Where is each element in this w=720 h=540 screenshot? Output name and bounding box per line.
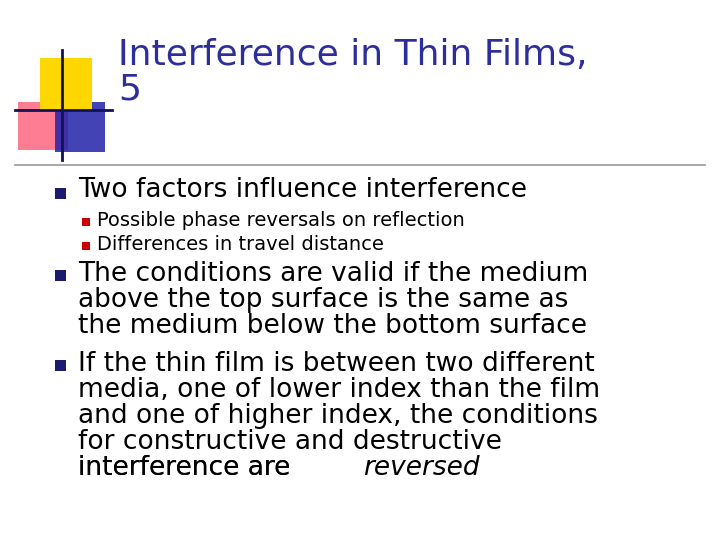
- Text: above the top surface is the same as: above the top surface is the same as: [78, 287, 568, 313]
- Bar: [55, 102, 105, 152]
- Text: If the thin film is between two different: If the thin film is between two differen…: [78, 351, 595, 377]
- Text: Interference in Thin Films,: Interference in Thin Films,: [118, 38, 588, 72]
- Text: interference are: interference are: [78, 455, 299, 481]
- Text: The conditions are valid if the medium: The conditions are valid if the medium: [78, 261, 588, 287]
- Bar: [40, 58, 92, 110]
- Text: for constructive and destructive: for constructive and destructive: [78, 429, 502, 455]
- Text: the medium below the bottom surface: the medium below the bottom surface: [78, 313, 587, 339]
- Bar: [55, 270, 66, 281]
- Text: interference are: interference are: [78, 455, 299, 481]
- Text: Two factors influence interference: Two factors influence interference: [78, 177, 527, 203]
- Bar: [82, 218, 90, 226]
- Text: 5: 5: [118, 72, 141, 106]
- Text: reversed: reversed: [363, 455, 480, 481]
- Bar: [82, 242, 90, 250]
- Bar: [55, 188, 66, 199]
- Text: and one of higher index, the conditions: and one of higher index, the conditions: [78, 403, 598, 429]
- Text: Differences in travel distance: Differences in travel distance: [97, 234, 384, 253]
- Text: media, one of lower index than the film: media, one of lower index than the film: [78, 377, 600, 403]
- Text: Possible phase reversals on reflection: Possible phase reversals on reflection: [97, 211, 464, 229]
- Bar: [55, 360, 66, 371]
- FancyBboxPatch shape: [18, 102, 68, 150]
